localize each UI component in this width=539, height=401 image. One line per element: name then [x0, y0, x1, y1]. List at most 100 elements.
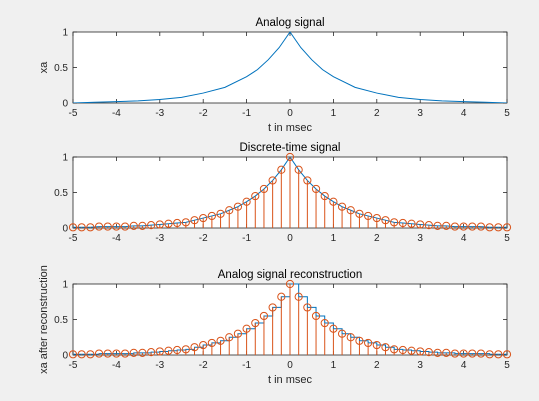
stem-marker: [416, 220, 425, 229]
stem-marker: [155, 347, 164, 356]
stem-marker: [303, 303, 312, 312]
stem-marker: [390, 345, 399, 354]
x-tick-label: 5: [504, 233, 510, 244]
stem-marker: [77, 350, 86, 359]
stem-marker: [155, 220, 164, 229]
x-tick-label: 0: [287, 360, 293, 371]
stem-marker: [233, 202, 243, 211]
y-tick-label: 0.5: [54, 188, 68, 199]
x-tick-label: -3: [155, 108, 164, 119]
data-layer: [73, 31, 507, 103]
data-layer: [73, 283, 507, 355]
x-tick-label: 4: [461, 233, 467, 244]
stem-marker: [311, 184, 321, 194]
stem-marker: [164, 346, 173, 355]
stem-marker: [285, 152, 295, 162]
x-tick-label: -2: [199, 108, 208, 119]
plot-area: [72, 31, 508, 104]
y-axis-label: xa after reconstruction: [38, 265, 50, 374]
stem-marker: [173, 218, 182, 228]
stem-marker: [129, 348, 138, 357]
stem-marker: [207, 211, 216, 221]
stem-marker: [138, 348, 147, 357]
stem-marker: [259, 311, 269, 321]
x-tick-label: 3: [417, 108, 423, 119]
stem-marker: [311, 311, 321, 321]
x-tick-label: 3: [417, 233, 423, 244]
chart-title: Discrete-time signal: [240, 142, 341, 154]
stem-marker: [468, 349, 477, 358]
stem-marker: [381, 343, 390, 352]
stem-marker: [346, 206, 355, 215]
stem-marker: [450, 222, 460, 231]
stem-marker: [225, 333, 234, 342]
x-tick-label: -4: [112, 233, 121, 244]
x-tick-label: 1: [331, 233, 337, 244]
subplot-3: -5 -4 -3 -2 -1 0 1 2 3 4 5 0 0.5 1 Analog signal recon…: [38, 265, 512, 386]
stem-marker: [251, 318, 260, 328]
stem-marker: [346, 333, 355, 342]
stem-marker: [285, 279, 295, 289]
y-axis-label: xa: [38, 61, 50, 74]
stem-marker: [329, 324, 338, 333]
stem-marker: [129, 221, 138, 230]
marker-layer: [68, 152, 512, 232]
stem-marker: [277, 165, 286, 174]
stem-marker: [103, 349, 112, 358]
stem-marker: [225, 206, 234, 215]
x-tick-label: 0: [287, 233, 293, 244]
stem-marker: [68, 223, 78, 232]
stem-marker: [94, 349, 104, 358]
stem-marker: [372, 340, 381, 350]
stem-marker: [494, 223, 503, 232]
stem-marker: [164, 219, 173, 228]
stem-marker: [120, 222, 130, 231]
stem-marker: [372, 213, 381, 223]
stem-marker: [181, 218, 190, 227]
stem-marker: [94, 222, 104, 231]
subplot-1: -5 -4 -3 -2 -1 0 1 2 3 4 5 0 0.5 1 Analog signal t in m…: [38, 17, 510, 134]
stem-marker: [337, 329, 347, 338]
x-tick-label: 1: [331, 360, 337, 371]
stem-marker: [138, 221, 147, 230]
stem-marker: [268, 303, 277, 312]
x-tick-label: -4: [112, 360, 121, 371]
x-axis-label: t in msec: [268, 122, 313, 134]
stem-marker: [494, 350, 503, 359]
x-tick-label: -1: [242, 233, 251, 244]
x-tick-label: 5: [504, 108, 510, 119]
stem-marker: [459, 349, 468, 358]
stem-marker: [86, 350, 95, 359]
stem-marker: [320, 191, 329, 201]
subplot-2: -5 -4 -3 -2 -1 0 1 2 3 4 5 0 0.5 1 Discrete-time signa…: [54, 142, 512, 244]
stem-marker: [398, 345, 407, 355]
x-tick-label: 3: [417, 360, 423, 371]
data-layer: [73, 156, 507, 228]
stem-marker: [181, 345, 190, 354]
stem-marker: [216, 336, 225, 345]
stem-marker: [277, 292, 286, 301]
stem-marker: [242, 324, 251, 333]
stem-marker: [502, 350, 512, 359]
stem-marker: [468, 222, 477, 231]
stem-marker: [242, 197, 251, 206]
y-tick-label: 1: [62, 153, 68, 164]
stem-marker: [268, 176, 277, 185]
stem-marker: [216, 209, 225, 218]
stem-marker: [450, 349, 460, 358]
stem-marker: [112, 349, 121, 358]
stem-marker: [442, 221, 451, 230]
x-tick-label: 5: [504, 360, 510, 371]
y-tick-label: 1: [62, 280, 68, 291]
x-tick-label: -4: [112, 108, 121, 119]
stem-marker: [103, 222, 112, 231]
stem-marker: [416, 347, 425, 356]
chart-title: Analog signal reconstruction: [218, 269, 362, 281]
stem-marker: [173, 345, 182, 355]
x-tick-label: -1: [242, 360, 251, 371]
x-tick-label: 1: [331, 108, 337, 119]
stem-marker: [329, 197, 338, 206]
stem-marker: [407, 346, 416, 355]
stem-marker: [68, 350, 78, 359]
stem-marker: [502, 223, 512, 232]
